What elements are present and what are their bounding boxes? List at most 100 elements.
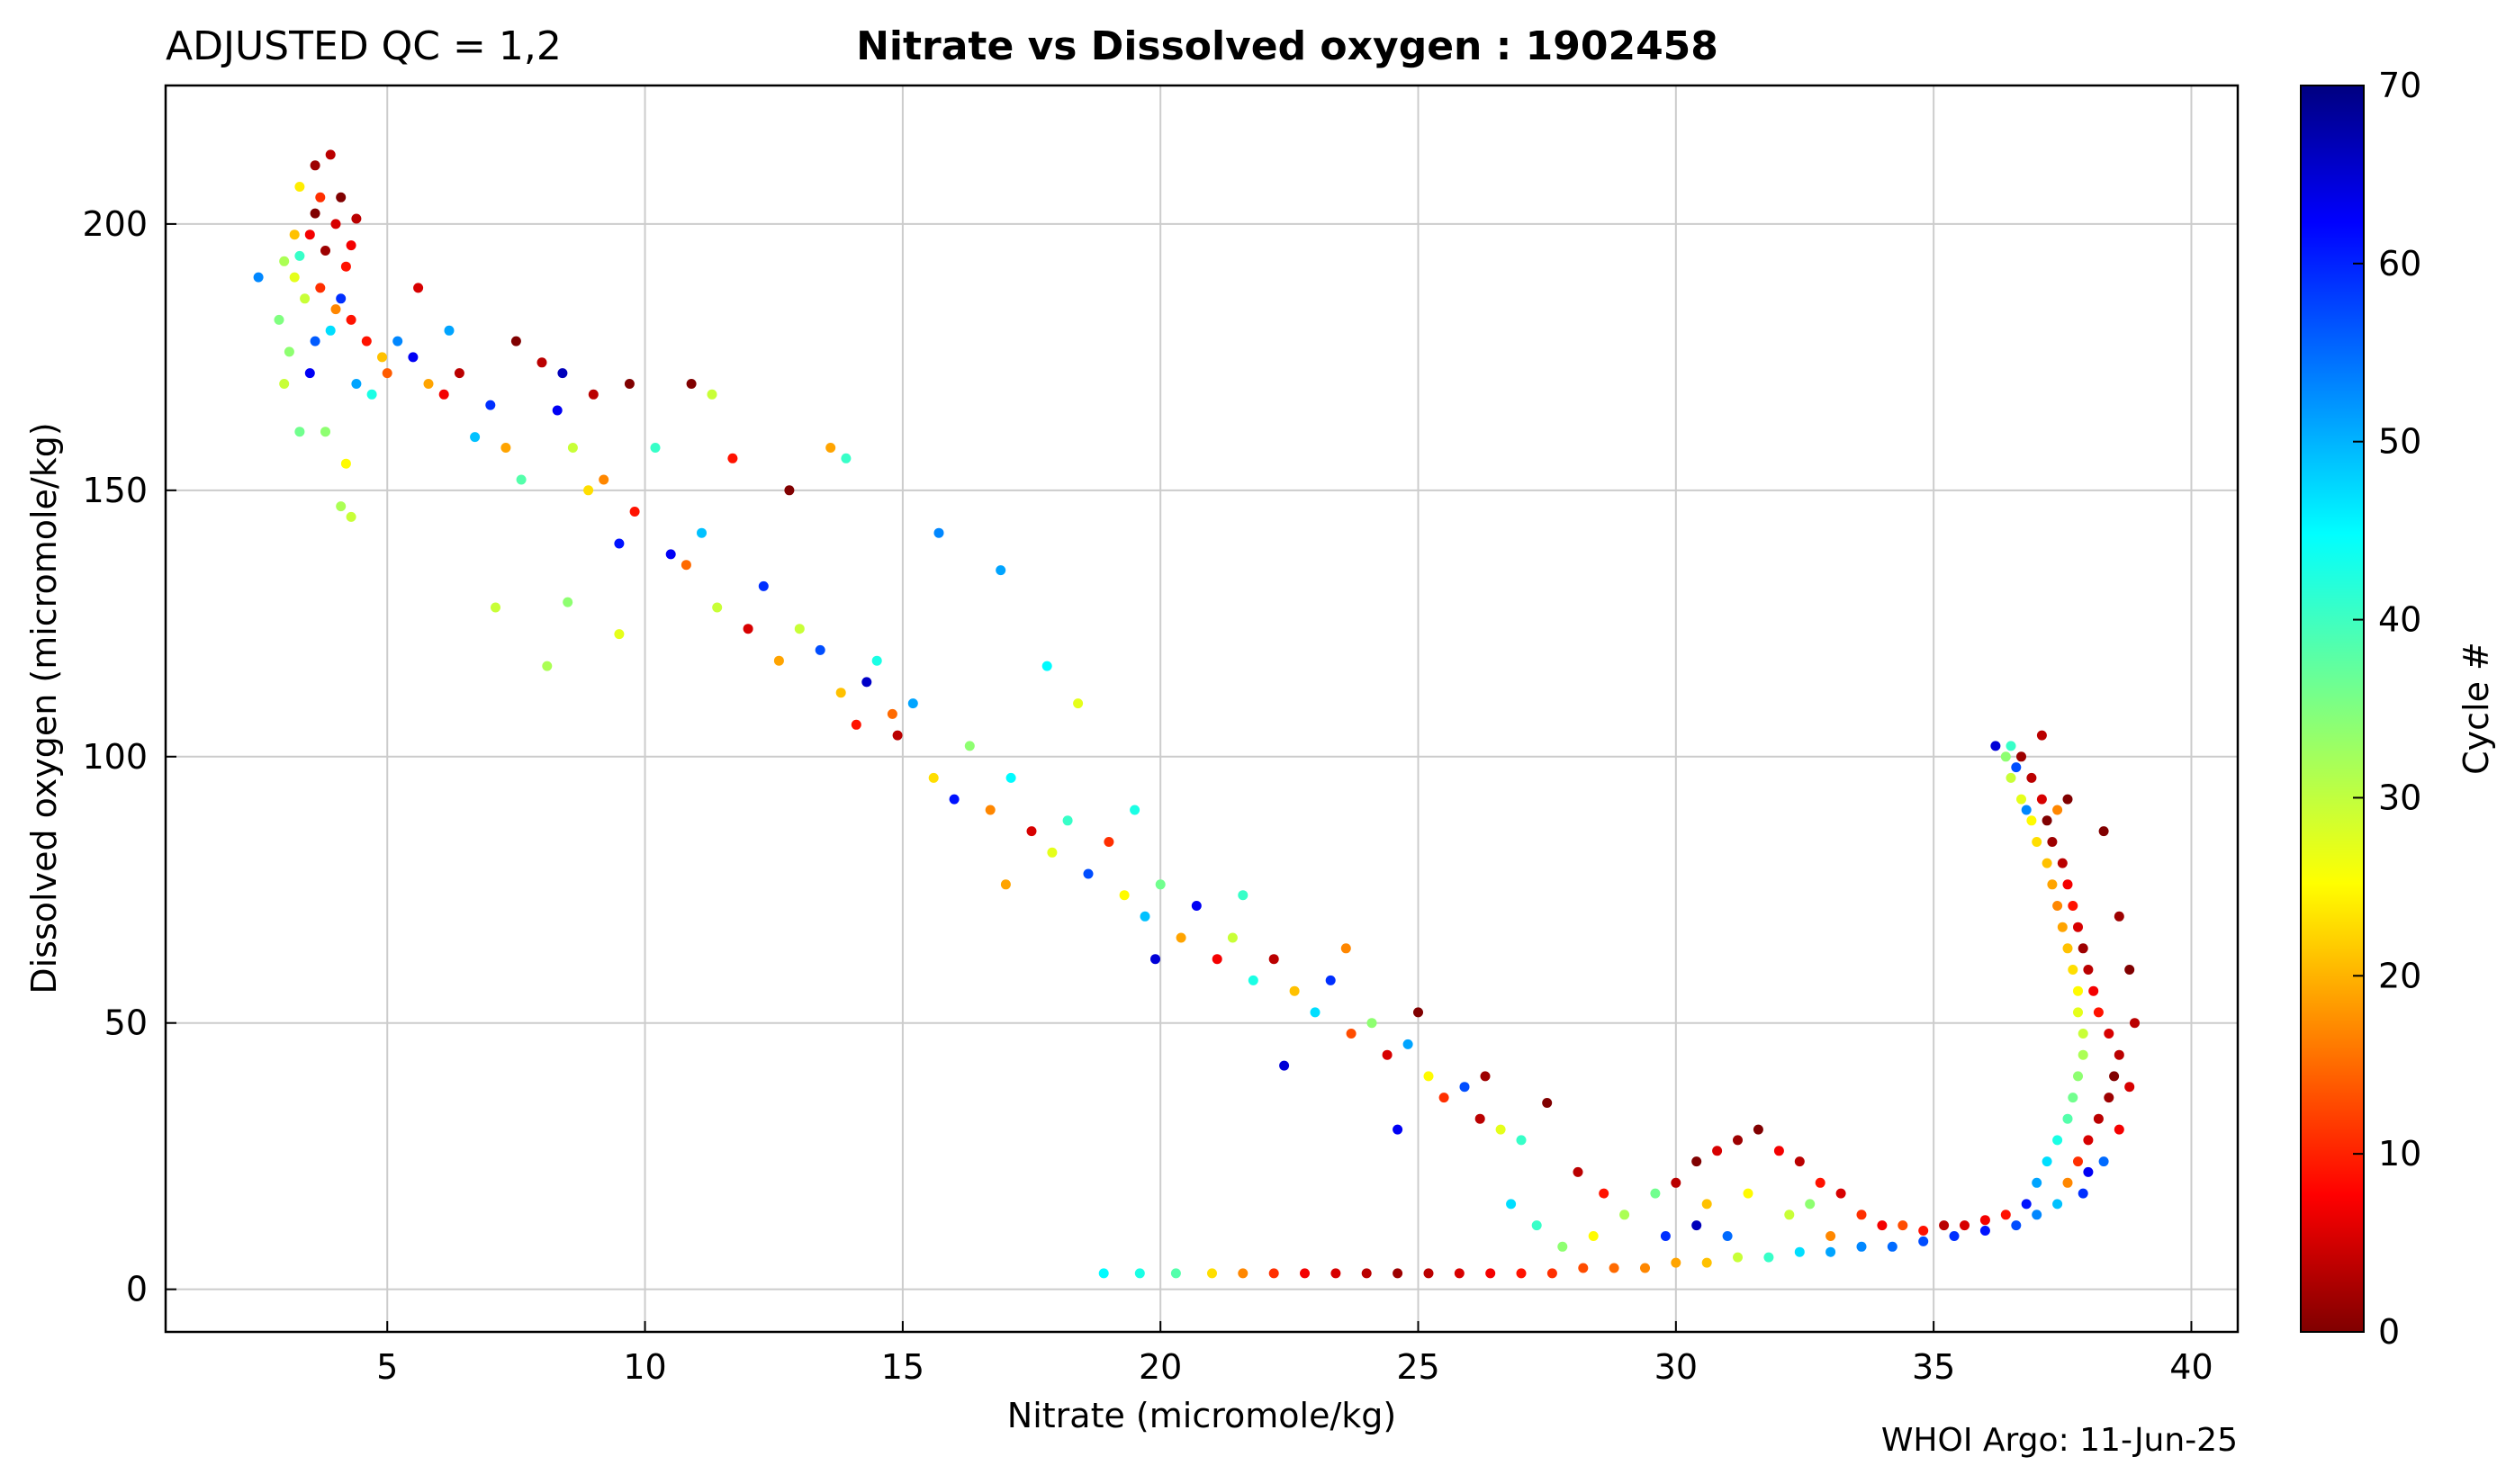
scatter-point	[1393, 1268, 1403, 1279]
scatter-point	[1047, 847, 1058, 858]
scatter-point	[2130, 1018, 2140, 1029]
scatter-point	[336, 501, 347, 512]
scatter-point	[2021, 1199, 2032, 1210]
scatter-point	[1238, 890, 1248, 901]
scatter-point	[650, 443, 661, 453]
scatter-point	[588, 389, 599, 400]
scatter-point	[2052, 901, 2063, 911]
scatter-point	[1701, 1257, 1712, 1268]
scatter-point	[279, 256, 290, 266]
scatter-point	[1268, 1268, 1279, 1279]
scatter-point	[697, 527, 707, 538]
scatter-point	[289, 272, 300, 283]
scatter-point	[871, 655, 882, 666]
scatter-point	[510, 336, 521, 346]
scatter-point	[851, 719, 861, 730]
x-axis: 5 10 15 20 25 30 35 40	[376, 1321, 2213, 1387]
scatter-point	[294, 182, 305, 192]
scatter-point	[2000, 751, 2011, 762]
scatter-point	[1640, 1263, 1650, 1273]
scatter-point	[2083, 965, 2094, 975]
scatter-point	[681, 560, 691, 571]
scatter-point	[557, 368, 568, 379]
scatter-point	[2062, 794, 2073, 805]
scatter-point	[825, 443, 836, 453]
scatter-point	[1573, 1166, 1583, 1177]
scatter-point	[289, 229, 300, 240]
scatter-point	[985, 805, 996, 815]
scatter-point	[1898, 1220, 1908, 1231]
scatter-point	[1134, 1268, 1145, 1279]
colorbar	[2300, 85, 2365, 1333]
scatter-point	[892, 730, 903, 741]
scatter-point	[1825, 1231, 1836, 1241]
scatter-point	[438, 389, 449, 400]
scatter-point	[1140, 911, 1150, 922]
scatter-point	[1918, 1226, 1929, 1236]
scatter-point	[861, 677, 872, 688]
scatter-point	[470, 432, 481, 443]
scatter-point	[1671, 1177, 1681, 1188]
x-tick-label: 15	[881, 1347, 924, 1387]
scatter-point	[928, 772, 939, 783]
scatter-point	[274, 314, 284, 325]
y-axis: 0 50 100 150 200	[82, 204, 176, 1309]
scatter-point	[330, 219, 341, 229]
scatter-point	[1619, 1210, 1630, 1220]
scatter-point	[614, 538, 625, 549]
scatter-point	[2021, 805, 2032, 815]
scatter-point	[1733, 1252, 1743, 1263]
scatter-point	[336, 293, 347, 304]
scatter-point	[2062, 1113, 2073, 1124]
scatter-point	[2088, 985, 2099, 996]
scatter-point	[2124, 965, 2135, 975]
scatter-point	[599, 474, 609, 485]
scatter-point	[2114, 1124, 2124, 1135]
scatter-point	[1098, 1268, 1109, 1279]
scatter-point	[1825, 1246, 1836, 1257]
scatter-point	[1495, 1124, 1506, 1135]
scatter-point	[727, 453, 738, 463]
scatter-point	[665, 549, 676, 560]
scatter-point	[2109, 1071, 2120, 1082]
x-tick-label: 5	[376, 1347, 398, 1387]
scatter-point	[1073, 698, 1084, 709]
scatter-point	[2093, 1113, 2104, 1124]
scatter-point	[300, 293, 311, 304]
scatter-point	[336, 192, 347, 202]
scatter-point	[1325, 975, 1336, 985]
scatter-point	[2062, 879, 2073, 890]
scatter-point	[1691, 1156, 1702, 1167]
scatter-point	[2026, 815, 2037, 826]
scatter-point	[1402, 1039, 1413, 1049]
scatter-point	[315, 283, 326, 293]
scatter-point	[1939, 1220, 1950, 1231]
scatter-point	[949, 794, 960, 805]
scatter-point	[2042, 1156, 2052, 1167]
scatter-point	[1279, 1060, 1290, 1071]
scatter-point	[567, 443, 578, 453]
scatter-point	[346, 511, 356, 522]
y-tick-label: 150	[82, 471, 148, 510]
scatter-point	[1104, 837, 1114, 847]
colorbar-axis: 0 10 20 30 40 50 60 70	[2353, 66, 2421, 1352]
colorbar-tick-label: 20	[2378, 956, 2421, 995]
scatter-point	[1773, 1146, 1784, 1156]
colorbar-tick-label: 0	[2378, 1312, 2400, 1352]
scatter-point	[2062, 1177, 2073, 1188]
scatter-point	[294, 427, 305, 437]
scatter-point	[1361, 1268, 1372, 1279]
scatter-point	[1423, 1071, 1434, 1082]
scatter-point	[2052, 1199, 2063, 1210]
scatter-point	[2011, 1220, 2022, 1231]
scatter-point	[2124, 1082, 2135, 1093]
scatter-point	[1743, 1188, 1753, 1199]
scatter-point	[1650, 1188, 1661, 1199]
scatter-point	[1960, 1220, 1970, 1231]
scatter-point	[304, 368, 315, 379]
y-tick-label: 100	[82, 737, 148, 777]
scatter-point	[1176, 932, 1186, 943]
scatter-point	[1300, 1268, 1310, 1279]
scatter-point	[1835, 1188, 1846, 1199]
scatter-point	[2078, 943, 2088, 954]
